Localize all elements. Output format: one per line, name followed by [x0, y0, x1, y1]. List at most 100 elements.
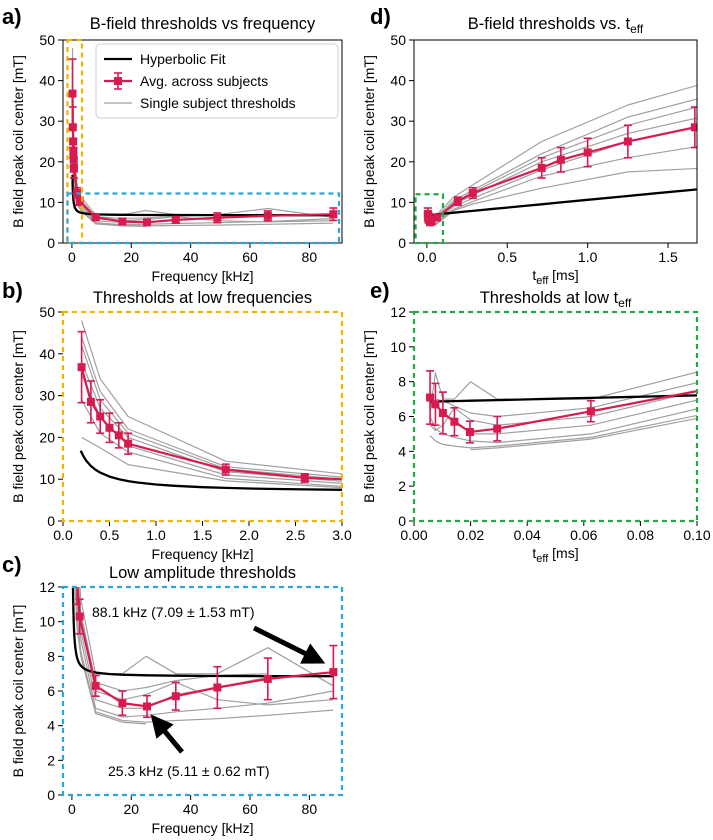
x-tick-label: 80 [302, 801, 318, 817]
panel-e: 0.00 0.02 0.04 0.06 0.08 0.10 0 2 4 6 8 10 12e) Thres… [361, 278, 711, 565]
x-tick-label: 1.5 [193, 527, 213, 543]
xlabel-subscript: eff [536, 553, 549, 565]
x-axis-label: Frequency [kHz] [152, 268, 254, 284]
avg-marker [300, 473, 309, 482]
y-tick-label: 8 [47, 648, 55, 664]
single-subject-line [81, 320, 342, 475]
panel-title: B-field thresholds vs frequency [90, 15, 316, 33]
panel-letter: e) [370, 278, 390, 303]
x-tick-label: 60 [242, 801, 258, 817]
avg-marker [69, 155, 78, 164]
single-subject-line [429, 390, 697, 431]
y-tick-label: 0 [398, 235, 406, 251]
avg-marker [70, 470, 78, 478]
avg-marker [69, 404, 77, 412]
y-tick-label: 30 [390, 113, 406, 129]
single-subject-line [429, 371, 697, 412]
x-tick-label: 3.0 [332, 527, 352, 543]
y-tick-label: 20 [39, 154, 55, 170]
avg-marker [68, 89, 77, 98]
avg-marker [77, 363, 86, 372]
panel-letter: c) [2, 552, 22, 577]
y-tick-label: 12 [39, 579, 55, 595]
avg-marker [453, 197, 462, 206]
single-subject-line [77, 587, 268, 692]
y-tick-label: 2 [398, 478, 406, 494]
axes-frame [61, 585, 344, 797]
avg-marker [432, 213, 441, 222]
avg-marker [114, 431, 123, 440]
x-tick-label: 0.5 [498, 249, 518, 265]
legend-avg-marker [114, 77, 122, 85]
x-tick-label: 0.0 [53, 527, 73, 543]
y-axis-label: B field peak coil center [mT] [10, 605, 26, 778]
avg-marker [263, 211, 272, 220]
avg-marker [75, 197, 84, 206]
y-axis-label: B field peak coil center [mT] [10, 55, 26, 228]
y-tick-label: 12 [390, 304, 406, 320]
y-tick-label: 50 [39, 304, 55, 320]
plot-area-b [77, 320, 342, 491]
avg-marker [438, 409, 447, 418]
avg-marker [69, 358, 77, 366]
avg-marker [221, 465, 230, 474]
y-tick-label: 4 [398, 443, 406, 459]
title-subscript: eff [630, 22, 644, 36]
avg-marker [623, 137, 632, 146]
legend-single-label: Single subject thresholds [140, 95, 296, 111]
single-subject-line [429, 414, 697, 449]
panel-letter: a) [2, 4, 22, 29]
panel-d: 0.0 0.5 1.0 1.5 0 10 20 30 40 50 d) B-field thresho… [361, 4, 698, 287]
x-tick-label: 1.0 [578, 249, 598, 265]
axes-frame [413, 39, 698, 244]
avg-marker [91, 681, 100, 690]
avg-marker [118, 699, 127, 708]
avg-marker [690, 123, 697, 132]
axes-frame [61, 310, 344, 523]
single-subject-line [429, 408, 697, 444]
avg-marker [69, 297, 77, 305]
y-tick-label: 0 [47, 787, 55, 803]
y-tick-label: 40 [39, 73, 55, 89]
avg-marker [213, 213, 222, 222]
y-tick-label: 10 [39, 471, 55, 487]
single-subject-line [81, 345, 342, 480]
axes-frame [62, 39, 343, 244]
hyperbolic-fit-line [79, 450, 342, 491]
avg-marker [142, 218, 151, 227]
annotation-high: 88.1 kHz (7.09 ± 1.53 mT) [92, 604, 255, 620]
avg-marker [118, 217, 127, 226]
legend-fit-label: Hyperbolic Fit [140, 51, 226, 67]
x-tick-label: 0.0 [417, 249, 437, 265]
panel-title: Thresholds at low teff [480, 289, 632, 310]
avg-marker [69, 163, 78, 172]
avg-marker [75, 612, 84, 621]
avg-marker [329, 210, 338, 219]
avg-marker [329, 668, 338, 677]
panel-letter: d) [370, 4, 391, 29]
x-tick-label: 1.5 [658, 249, 678, 265]
y-tick-label: 50 [39, 32, 55, 48]
avg-marker [556, 155, 565, 164]
x-tick-label: 2.5 [286, 527, 306, 543]
legend-avg-label: Avg. across subjects [140, 73, 268, 89]
y-tick-label: 30 [39, 388, 55, 404]
x-axis-label: Frequency [kHz] [152, 546, 254, 562]
x-tick-label: 1.0 [146, 527, 166, 543]
x-tick-label: 0 [68, 801, 76, 817]
y-axis-label: B field peak coil center [mT] [361, 330, 377, 503]
y-axis-label: B field peak coil center [mT] [361, 55, 377, 228]
panel-b: 0.0 0.5 1.0 1.5 2.0 2.5 3.0 0 10 20 30 40 50 b) Thresh… [2, 278, 352, 562]
single-subject-line [81, 336, 342, 478]
y-tick-label: 40 [39, 346, 55, 362]
y-tick-label: 10 [39, 614, 55, 630]
x-tick-label: 20 [123, 249, 139, 265]
avg-marker [171, 215, 180, 224]
single-subject-line [71, 125, 334, 227]
panel-letter: b) [2, 278, 23, 303]
zoom-box-orange [66, 38, 84, 245]
single-subject-line [76, 587, 268, 709]
x-tick-label: 0.02 [457, 527, 484, 543]
avg-marker [468, 189, 477, 198]
panel-c: 0 20 40 60 80 0 2 4 6 8 10 12 c) Low amplitude thresh… [2, 297, 344, 836]
